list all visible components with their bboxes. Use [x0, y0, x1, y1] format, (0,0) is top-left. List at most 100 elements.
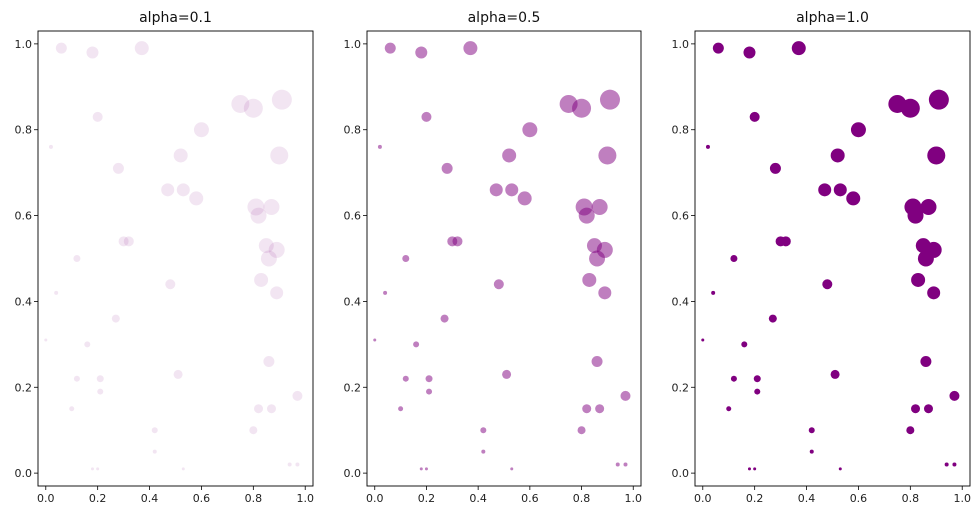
x-tick-label: 1.0	[296, 492, 314, 505]
scatter-point	[900, 98, 920, 118]
x-tick-label: 0.2	[89, 492, 107, 505]
scatter-point	[952, 462, 957, 467]
subplot-alpha-0-5: alpha=0.5 0.0 0.2 0.4 0.6 0.8 1.0 0.0 0.2 0.4 0.6…	[344, 10, 642, 505]
scatter-point	[598, 286, 612, 300]
scatter-point	[295, 462, 300, 467]
scatter-point	[292, 390, 303, 401]
scatter-point	[398, 406, 404, 412]
scatter-point	[254, 272, 269, 287]
y-tick-label: 0.8	[672, 124, 690, 137]
y-tick-label: 0.8	[15, 124, 33, 137]
scatter-point	[413, 341, 420, 348]
scatter-point	[730, 255, 738, 262]
scatter-point	[917, 250, 934, 267]
scatter-point	[705, 144, 710, 149]
scatter-point	[599, 89, 620, 110]
scatter-point	[152, 449, 157, 454]
scatter-point	[768, 314, 777, 323]
scatter-point	[510, 467, 514, 471]
scatter-point	[44, 338, 48, 342]
axes-frame	[694, 30, 971, 487]
scatter-point	[173, 369, 183, 379]
scatter-point	[84, 341, 91, 348]
scatter-point	[911, 404, 921, 414]
scatter-point	[572, 98, 592, 118]
scatter-point	[247, 198, 265, 216]
scatter-point	[54, 290, 59, 295]
scatter-point	[791, 41, 806, 56]
scatter-point	[833, 183, 847, 197]
scatter-point	[780, 236, 791, 247]
scatter-point	[440, 314, 449, 323]
scatter-point	[578, 207, 595, 224]
scatter-point	[927, 286, 941, 300]
scatter-point	[582, 272, 597, 287]
x-tick-label: 1.0	[953, 492, 971, 505]
x-tick-label: 0.8	[573, 492, 591, 505]
scatter-point	[743, 46, 756, 59]
scatter-point	[270, 146, 289, 165]
y-tick-label: 0.0	[672, 467, 690, 480]
scatter-point	[517, 191, 532, 206]
scatter-point	[920, 198, 937, 215]
scatter-point	[258, 238, 274, 254]
y-tick-label: 0.0	[15, 467, 33, 480]
scatter-point	[711, 290, 716, 295]
scatter-point	[923, 404, 933, 414]
scatter-point	[480, 427, 487, 434]
scatter-point	[415, 46, 428, 59]
scatter-point	[577, 426, 586, 435]
scatter-points	[701, 41, 960, 471]
subplot-alpha-0-1: alpha=0.1 0.0 0.2 0.4 0.6 0.8 1.0 0.0 0.2 0.4 0.6…	[15, 10, 314, 505]
scatter-point	[911, 272, 926, 287]
x-tick-label: 0.6	[850, 492, 868, 505]
scatter-point	[73, 375, 80, 382]
x-tick-label: 0.4	[469, 492, 487, 505]
scatter-point	[730, 375, 737, 382]
scatter-point	[424, 467, 428, 471]
scatter-point	[838, 467, 842, 471]
y-tick-label: 1.0	[15, 38, 33, 51]
scatter-point	[615, 462, 620, 467]
axes-frame	[366, 30, 642, 487]
scatter-point	[181, 467, 185, 471]
scatter-point	[48, 144, 53, 149]
scatter-point	[747, 467, 751, 471]
scatter-point	[441, 162, 453, 174]
scatter-point	[598, 146, 617, 165]
y-tick-label: 0.6	[15, 210, 33, 223]
scatter-point	[377, 144, 382, 149]
scatter-point	[481, 449, 486, 454]
scatter-point	[589, 250, 606, 267]
scatter-point	[591, 356, 603, 368]
scatter-point	[754, 388, 761, 395]
scatter-point	[463, 41, 478, 56]
scatter-point	[425, 375, 433, 383]
scatter-point	[271, 89, 292, 110]
scatter-point	[254, 404, 264, 414]
x-tick-label: 0.4	[141, 492, 159, 505]
y-tick-label: 0.4	[672, 295, 690, 308]
scatter-point	[111, 314, 120, 323]
scatter-point	[73, 255, 81, 262]
scatter-point	[402, 375, 409, 382]
scatter-point	[582, 404, 592, 414]
scatter-point	[421, 111, 432, 122]
scatter-point	[263, 198, 280, 215]
scatter-point	[920, 356, 932, 368]
scatter-point	[176, 183, 190, 197]
scatter-point	[620, 390, 631, 401]
scatter-point	[96, 375, 104, 383]
scatter-point	[808, 427, 815, 434]
scatter-point	[161, 183, 175, 197]
scatter-point	[118, 236, 129, 247]
scatter-point	[701, 338, 705, 342]
scatter-point	[112, 162, 124, 174]
scatter-point	[818, 183, 832, 197]
subplot-title: alpha=1.0	[796, 10, 869, 26]
scatter-point	[384, 42, 396, 54]
scatter-point	[243, 98, 263, 118]
scatter-point	[270, 286, 284, 300]
y-tick-label: 1.0	[344, 38, 362, 51]
